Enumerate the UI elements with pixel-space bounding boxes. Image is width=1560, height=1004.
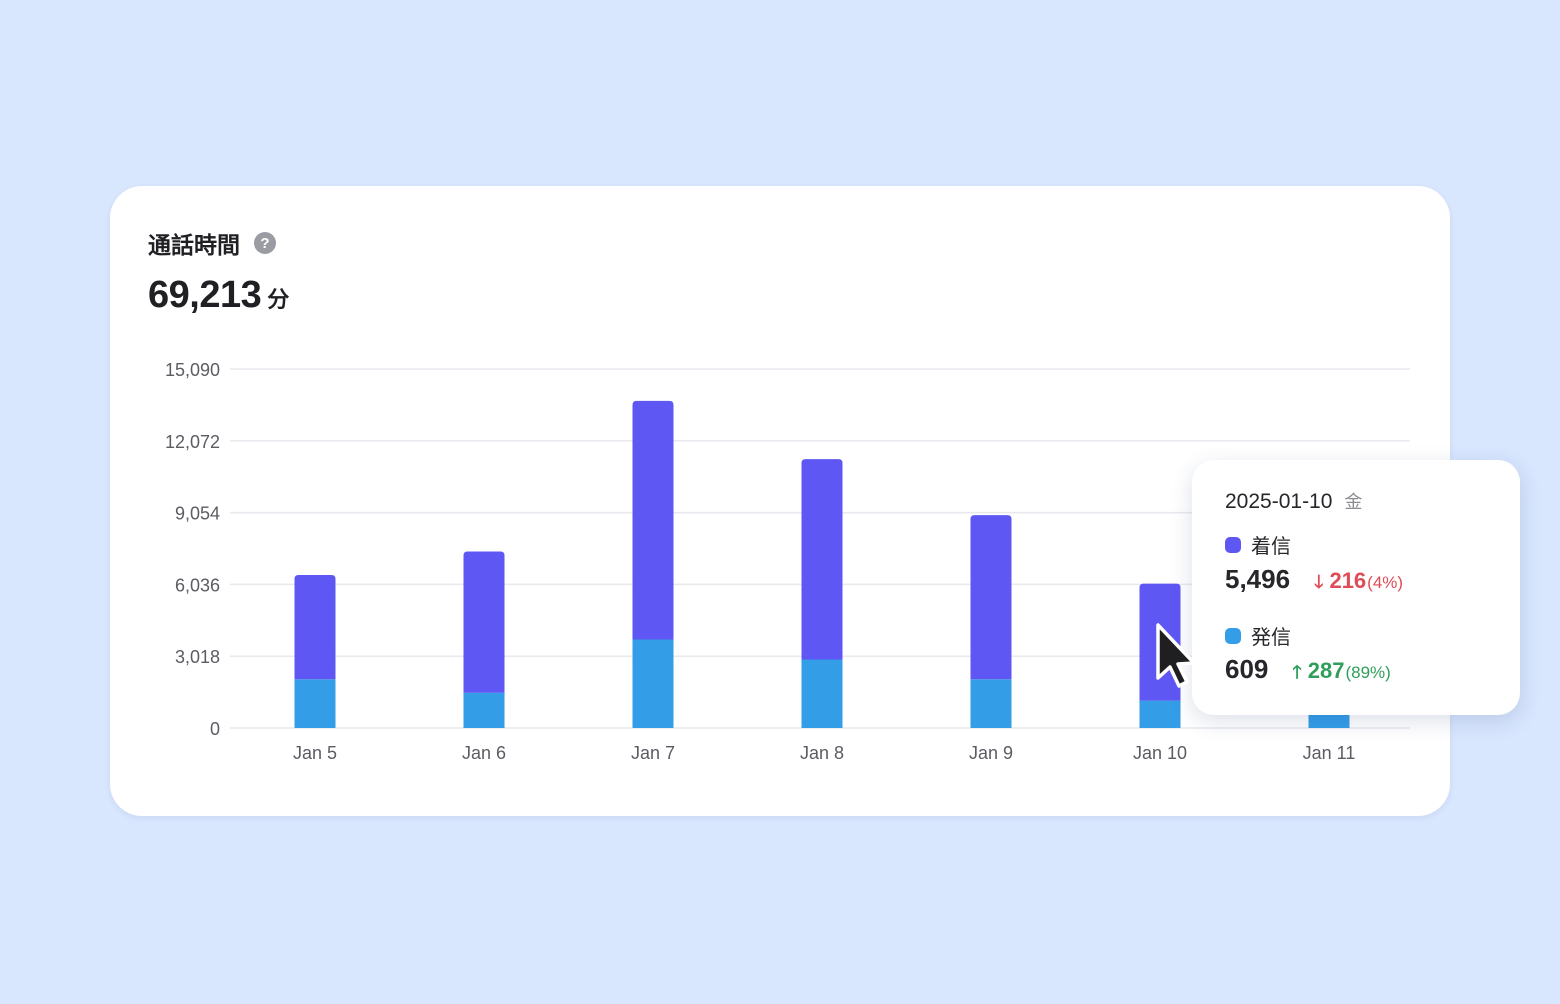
mouse-pointer-icon	[1156, 623, 1196, 688]
total-summary: 69,213 分	[148, 274, 289, 317]
tooltip-date-row: 2025-01-10 金	[1225, 488, 1362, 514]
arrow-up-icon: 🡑	[1292, 662, 1302, 682]
tooltip-value: 609	[1225, 654, 1269, 684]
tooltip-delta: 287	[1307, 658, 1345, 683]
tooltip-weekday: 金	[1344, 492, 1363, 512]
tooltip-series-name: 発信	[1251, 627, 1291, 649]
tooltip-series-outgoing: 発信	[1225, 621, 1291, 650]
chart-tooltip: 2025-01-10 金 着信 5,496 🡓 216 (4%) 発信 609 …	[1192, 460, 1520, 715]
total-unit: 分	[267, 287, 290, 312]
card-header: 通話時間 ?	[148, 226, 276, 260]
tooltip-value-row-incoming: 5,496 🡓 216 (4%)	[1225, 564, 1403, 600]
tooltip-change-down: 🡓 216 (4%)	[1314, 568, 1403, 600]
tooltip-series-name: 着信	[1251, 536, 1291, 558]
arrow-down-icon: 🡓	[1314, 572, 1324, 592]
tooltip-date: 2025-01-10	[1225, 490, 1333, 513]
card-title: 通話時間	[148, 232, 240, 258]
tooltip-value-row-outgoing: 609 🡑 287 (89%)	[1225, 654, 1391, 690]
question-circle-icon[interactable]: ?	[254, 232, 276, 254]
tooltip-percent: (4%)	[1367, 573, 1404, 592]
tooltip-delta: 216	[1329, 568, 1367, 593]
tooltip-change-up: 🡑 287 (89%)	[1292, 658, 1390, 690]
tooltip-percent: (89%)	[1345, 663, 1391, 682]
tooltip-value: 5,496	[1225, 564, 1291, 594]
tooltip-series-incoming: 着信	[1225, 530, 1291, 559]
total-value: 69,213	[148, 274, 262, 316]
incoming-legend-dot	[1225, 536, 1241, 553]
outgoing-legend-dot	[1225, 627, 1241, 644]
